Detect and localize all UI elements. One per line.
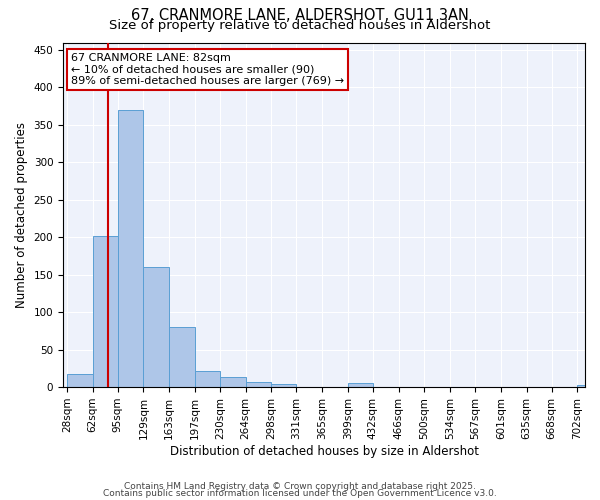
- Bar: [92, 236, 118, 387]
- Text: Contains public sector information licensed under the Open Government Licence v3: Contains public sector information licen…: [103, 488, 497, 498]
- Bar: [348, 384, 373, 387]
- Bar: [245, 382, 271, 387]
- Bar: [169, 327, 195, 387]
- Y-axis label: Number of detached properties: Number of detached properties: [15, 122, 28, 308]
- Bar: [271, 384, 296, 387]
- Bar: [118, 110, 143, 387]
- Bar: [67, 374, 92, 387]
- Text: Contains HM Land Registry data © Crown copyright and database right 2025.: Contains HM Land Registry data © Crown c…: [124, 482, 476, 491]
- Bar: [143, 267, 169, 387]
- Text: 67, CRANMORE LANE, ALDERSHOT, GU11 3AN: 67, CRANMORE LANE, ALDERSHOT, GU11 3AN: [131, 8, 469, 22]
- Bar: [577, 385, 600, 387]
- Text: Size of property relative to detached houses in Aldershot: Size of property relative to detached ho…: [109, 19, 491, 32]
- X-axis label: Distribution of detached houses by size in Aldershot: Distribution of detached houses by size …: [170, 444, 479, 458]
- Bar: [220, 376, 245, 387]
- Bar: [195, 370, 220, 387]
- Text: 67 CRANMORE LANE: 82sqm
← 10% of detached houses are smaller (90)
89% of semi-de: 67 CRANMORE LANE: 82sqm ← 10% of detache…: [71, 53, 344, 86]
